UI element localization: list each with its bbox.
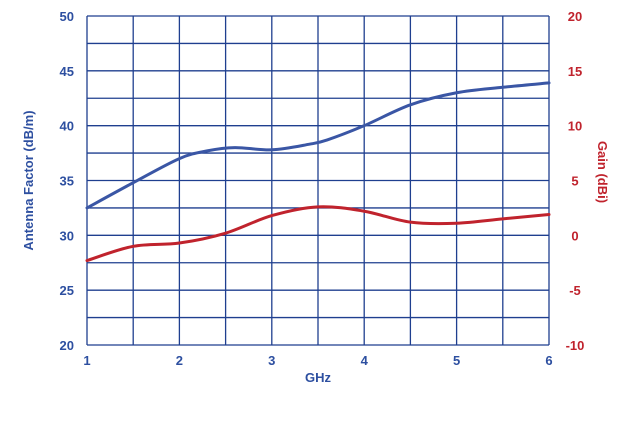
x-tick-label: 6 xyxy=(545,353,552,368)
y-left-tick-label: 30 xyxy=(60,228,74,243)
y-axis-left-title: Antenna Factor (dB/m) xyxy=(21,110,36,250)
y-right-tick-label: 0 xyxy=(571,228,578,243)
antenna-factor-series-line xyxy=(85,81,551,210)
y-left-tick-label: 35 xyxy=(60,174,74,189)
y-left-tick-label: 50 xyxy=(60,9,74,24)
y-right-tick-label: 20 xyxy=(568,9,582,24)
x-tick-label: 1 xyxy=(83,353,90,368)
y-right-tick-label: 10 xyxy=(568,119,582,134)
x-tick-label: 4 xyxy=(361,353,369,368)
y-right-tick-label: 5 xyxy=(571,174,578,189)
gain-series-line xyxy=(85,205,551,263)
y-right-tick-label: -10 xyxy=(566,338,585,353)
series-layer xyxy=(85,81,551,263)
grid xyxy=(86,15,550,346)
y-right-tick-label: -5 xyxy=(569,283,581,298)
y-left-tick-label: 25 xyxy=(60,283,74,298)
y-right-tick-label: 15 xyxy=(568,64,582,79)
x-axis-title: GHz xyxy=(305,370,332,385)
y-axis-right-title: Gain (dBi) xyxy=(595,141,610,203)
x-tick-label: 2 xyxy=(176,353,183,368)
x-tick-label: 5 xyxy=(453,353,460,368)
y-left-tick-label: 40 xyxy=(60,119,74,134)
y-left-tick-label: 20 xyxy=(60,338,74,353)
x-tick-label: 3 xyxy=(268,353,275,368)
y-left-tick-label: 45 xyxy=(60,64,74,79)
